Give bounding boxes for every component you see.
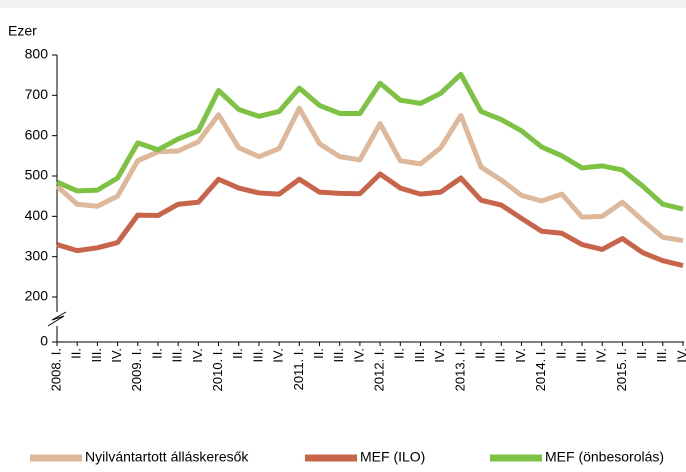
top-band [0,0,686,8]
series-line [55,71,684,212]
x-tick-label: III. [250,348,265,362]
x-tick-label: 2013. I. [452,348,467,391]
x-tick-label: IV. [190,348,205,363]
x-tick-label: IV. [351,348,366,363]
x-tick-label: III. [170,348,185,362]
legend-label: MEF (önbesorolás) [545,449,664,465]
x-tick-label: 2012. I. [372,348,387,391]
x-tick-label: IV. [271,348,286,363]
x-tick-label: III. [573,348,588,362]
x-tick-label: 2011. I. [291,348,306,390]
y-tick-label: 200 [25,288,49,304]
y-tick-label: 0 [40,333,48,349]
x-tick-label: IV. [513,348,528,363]
x-tick-label: IV. [432,348,447,363]
x-tick-label: IV. [109,348,124,363]
x-tick-label: 2015. I. [614,348,629,391]
x-tick-label: II. [553,348,568,359]
x-tick-label: III. [654,348,669,362]
x-tick-label: 2008. I. [48,348,63,391]
x-tick-label: II. [392,348,407,359]
x-tick-label: III. [493,348,508,362]
axis-break [47,311,67,327]
x-tick-label: II. [149,348,164,359]
x-tick-label: 2010. I. [210,348,225,391]
x-tick-label: III. [331,348,346,362]
x-tick-label: 2014. I. [533,348,548,391]
y-tick-label: 700 [25,86,49,102]
series-line [56,171,684,268]
y-tick-label: 400 [25,207,49,223]
y-tick-label: 600 [25,126,49,142]
x-tick-label: IV. [674,348,686,363]
y-tick-label: 500 [25,167,49,183]
y-tick-label: 800 [25,46,49,62]
x-tick-label: II. [230,348,245,359]
x-tick-label: II. [473,348,488,359]
y-tick-label: 300 [25,247,49,263]
x-tick-label: III. [412,348,427,362]
x-tick-label: II. [634,348,649,359]
x-tick-label: II. [311,348,326,359]
x-tick-label: II. [69,348,84,359]
y-axis-label: Ezer [8,23,37,39]
series-line [55,105,684,244]
legend-label: Nyilvántartott álláskeresők [85,449,249,465]
legend-label: MEF (ILO) [360,449,425,465]
x-tick-label: IV. [594,348,609,363]
x-tick-label: III. [89,348,104,362]
x-tick-label: 2009. I. [129,348,144,391]
